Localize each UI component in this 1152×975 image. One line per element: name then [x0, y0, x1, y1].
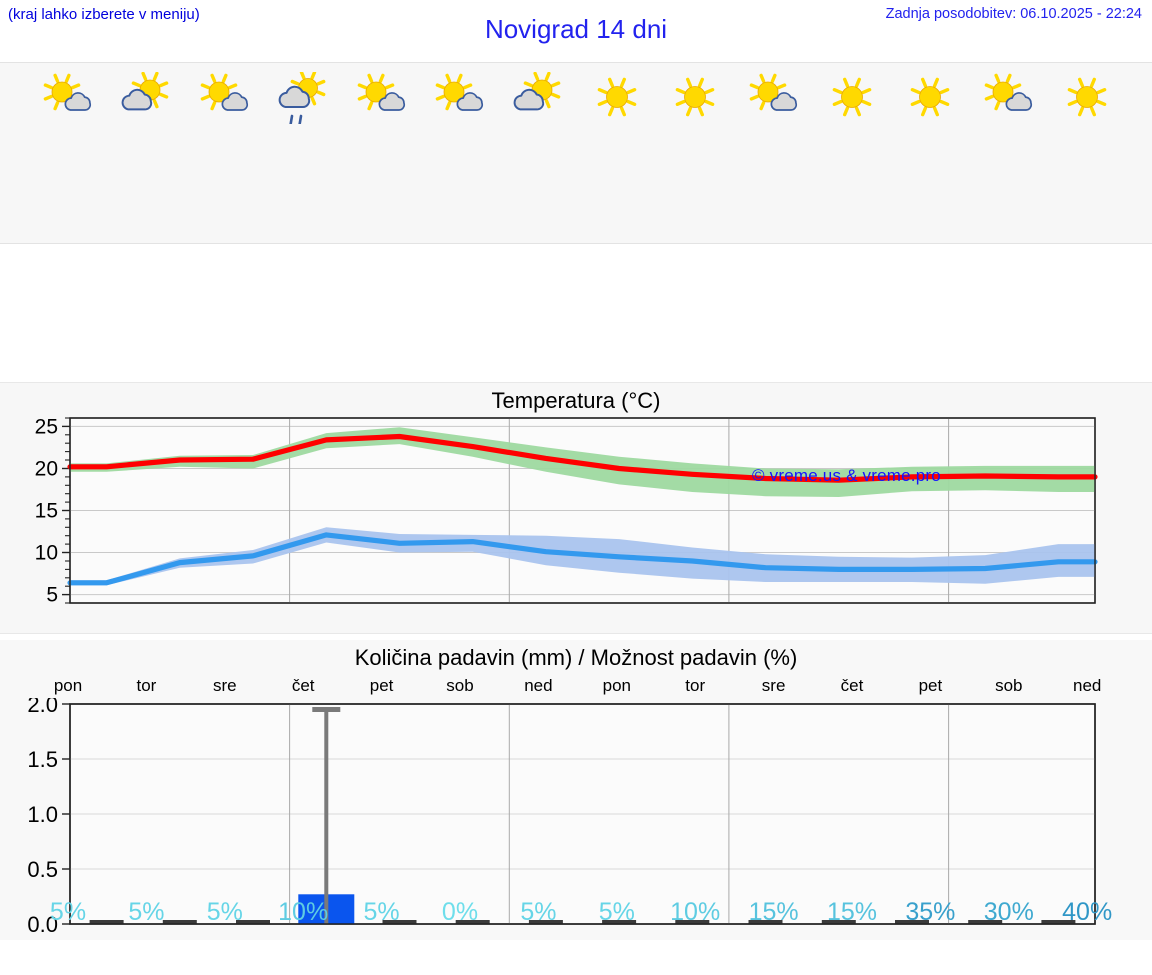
precipitation-day-label: sob: [995, 676, 1023, 695]
precipitation-day-label: ned: [1073, 676, 1102, 695]
svg-text:0.5: 0.5: [27, 857, 58, 882]
precipitation-day-label: sre: [761, 676, 786, 695]
day-column[interactable]: [1048, 63, 1126, 129]
precipitation-probability-label: 5%: [49, 898, 87, 926]
precipitation-probability-label: 30%: [983, 898, 1034, 926]
precipitation-day-label: tor: [136, 676, 157, 695]
precipitation-probability-label: 5%: [363, 898, 400, 926]
day-column[interactable]: [891, 63, 969, 129]
svg-text:15: 15: [35, 500, 58, 523]
sun-cloud-icon: [735, 69, 813, 127]
precipitation-day-labels: pon tor sre čet pet sob ned pon tor sre čet pet sob n…: [0, 676, 1152, 698]
precipitation-day-label: pet: [918, 676, 943, 695]
sun-icon: [656, 69, 734, 127]
day-column[interactable]: [970, 63, 1048, 129]
precipitation-probability-label: 5%: [128, 898, 165, 926]
day-column[interactable]: [107, 63, 185, 129]
day-column[interactable]: [735, 63, 813, 129]
sun-cloud-icon: [970, 69, 1048, 127]
precipitation-probability-label: 10%: [670, 898, 721, 926]
svg-text:2.0: 2.0: [27, 698, 58, 717]
daily-forecast-strip: [0, 62, 1152, 244]
precipitation-probability-label: 5%: [520, 898, 557, 926]
day-column[interactable]: [186, 63, 264, 129]
day-column[interactable]: [343, 63, 421, 129]
sun-cloud-icon: [421, 69, 499, 127]
sun-icon: [578, 69, 656, 127]
precipitation-day-label: sre: [212, 676, 237, 695]
precipitation-day-label: čet: [291, 676, 315, 695]
precipitation-day-label: čet: [840, 676, 864, 695]
precipitation-chart-title: Količina padavin (mm) / Možnost padavin …: [354, 645, 798, 670]
temperature-chart-title: Temperatura (°C): [491, 388, 661, 413]
sun-icon: [891, 69, 969, 127]
precipitation-probability-label: 5%: [598, 898, 635, 926]
sun-cloud-icon: [29, 69, 107, 127]
precipitation-probability-row: 5% 5% 5% 10% 5% 0% 5% 5% 10% 15% 15% 35% 30% 40%: [0, 898, 1152, 936]
precipitation-day-label: pon: [602, 676, 631, 695]
day-column[interactable]: [578, 63, 656, 129]
precipitation-chart-block: Količina padavin (mm) / Možnost padavin …: [0, 640, 1152, 940]
day-column[interactable]: [813, 63, 891, 129]
precipitation-day-label: ned: [524, 676, 553, 695]
precipitation-probability-label: 0%: [441, 898, 479, 926]
cloud-sun-icon: [499, 69, 577, 127]
sun-icon: [1048, 69, 1126, 127]
svg-text:5: 5: [46, 584, 58, 607]
precipitation-probability-label: 10%: [278, 898, 329, 926]
day-column[interactable]: [499, 63, 577, 129]
precipitation-probability-label: 40%: [1062, 898, 1113, 926]
page-title: Novigrad 14 dni: [484, 14, 668, 44]
day-column[interactable]: [29, 63, 107, 129]
precipitation-probability-label: 5%: [206, 898, 243, 926]
svg-text:1.0: 1.0: [27, 802, 58, 827]
page-header: (kraj lahko izberete v meniju) Novigrad …: [0, 0, 1152, 62]
svg-text:25: 25: [35, 415, 58, 438]
sun-cloud-icon: [186, 69, 264, 127]
day-column[interactable]: [264, 63, 342, 129]
svg-text:1.5: 1.5: [27, 747, 58, 772]
last-updated-text: Zadnja posodobitev: 06.10.2025 - 22:24: [885, 6, 1142, 22]
precipitation-chart: 0.0 0.5 1.0 1.5 2.0: [27, 698, 1096, 937]
cloud-sun-icon: [107, 69, 185, 127]
precipitation-probability-label: 15%: [748, 898, 799, 926]
svg-text:20: 20: [35, 458, 58, 481]
svg-text:0.0: 0.0: [27, 912, 58, 937]
sun-cloud-icon: [343, 69, 421, 127]
svg-text:10: 10: [35, 542, 58, 565]
cloud-sun-rain-icon: [264, 69, 342, 127]
temperature-chart-block: Temperatura (°C) 5 10 15 20 25: [0, 382, 1152, 634]
precipitation-day-label: pon: [53, 676, 83, 695]
sun-icon: [813, 69, 891, 127]
watermark-text: © vreme.us & vreme.pro: [752, 466, 941, 485]
precipitation-day-label: sob: [446, 676, 474, 695]
precipitation-probability-label: 15%: [826, 898, 878, 926]
day-column[interactable]: [656, 63, 734, 129]
menu-hint-text: (kraj lahko izberete v meniju): [8, 6, 200, 23]
precipitation-day-label: pet: [369, 676, 394, 695]
day-column[interactable]: [421, 63, 499, 129]
precipitation-day-label: tor: [685, 676, 706, 695]
temperature-chart: 5 10 15 20 25: [35, 415, 1098, 607]
precipitation-probability-label: 35%: [905, 898, 956, 926]
